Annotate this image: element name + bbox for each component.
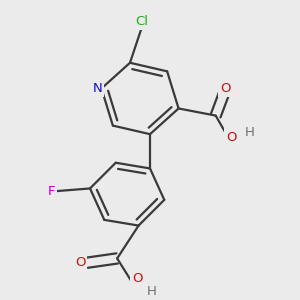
Text: O: O [75, 256, 85, 269]
Text: O: O [220, 82, 231, 95]
Text: H: H [245, 126, 255, 139]
Text: O: O [132, 272, 142, 285]
Text: O: O [226, 130, 237, 143]
Text: H: H [146, 285, 156, 298]
Text: Cl: Cl [135, 15, 148, 28]
Text: N: N [92, 82, 102, 95]
Text: F: F [48, 185, 55, 198]
